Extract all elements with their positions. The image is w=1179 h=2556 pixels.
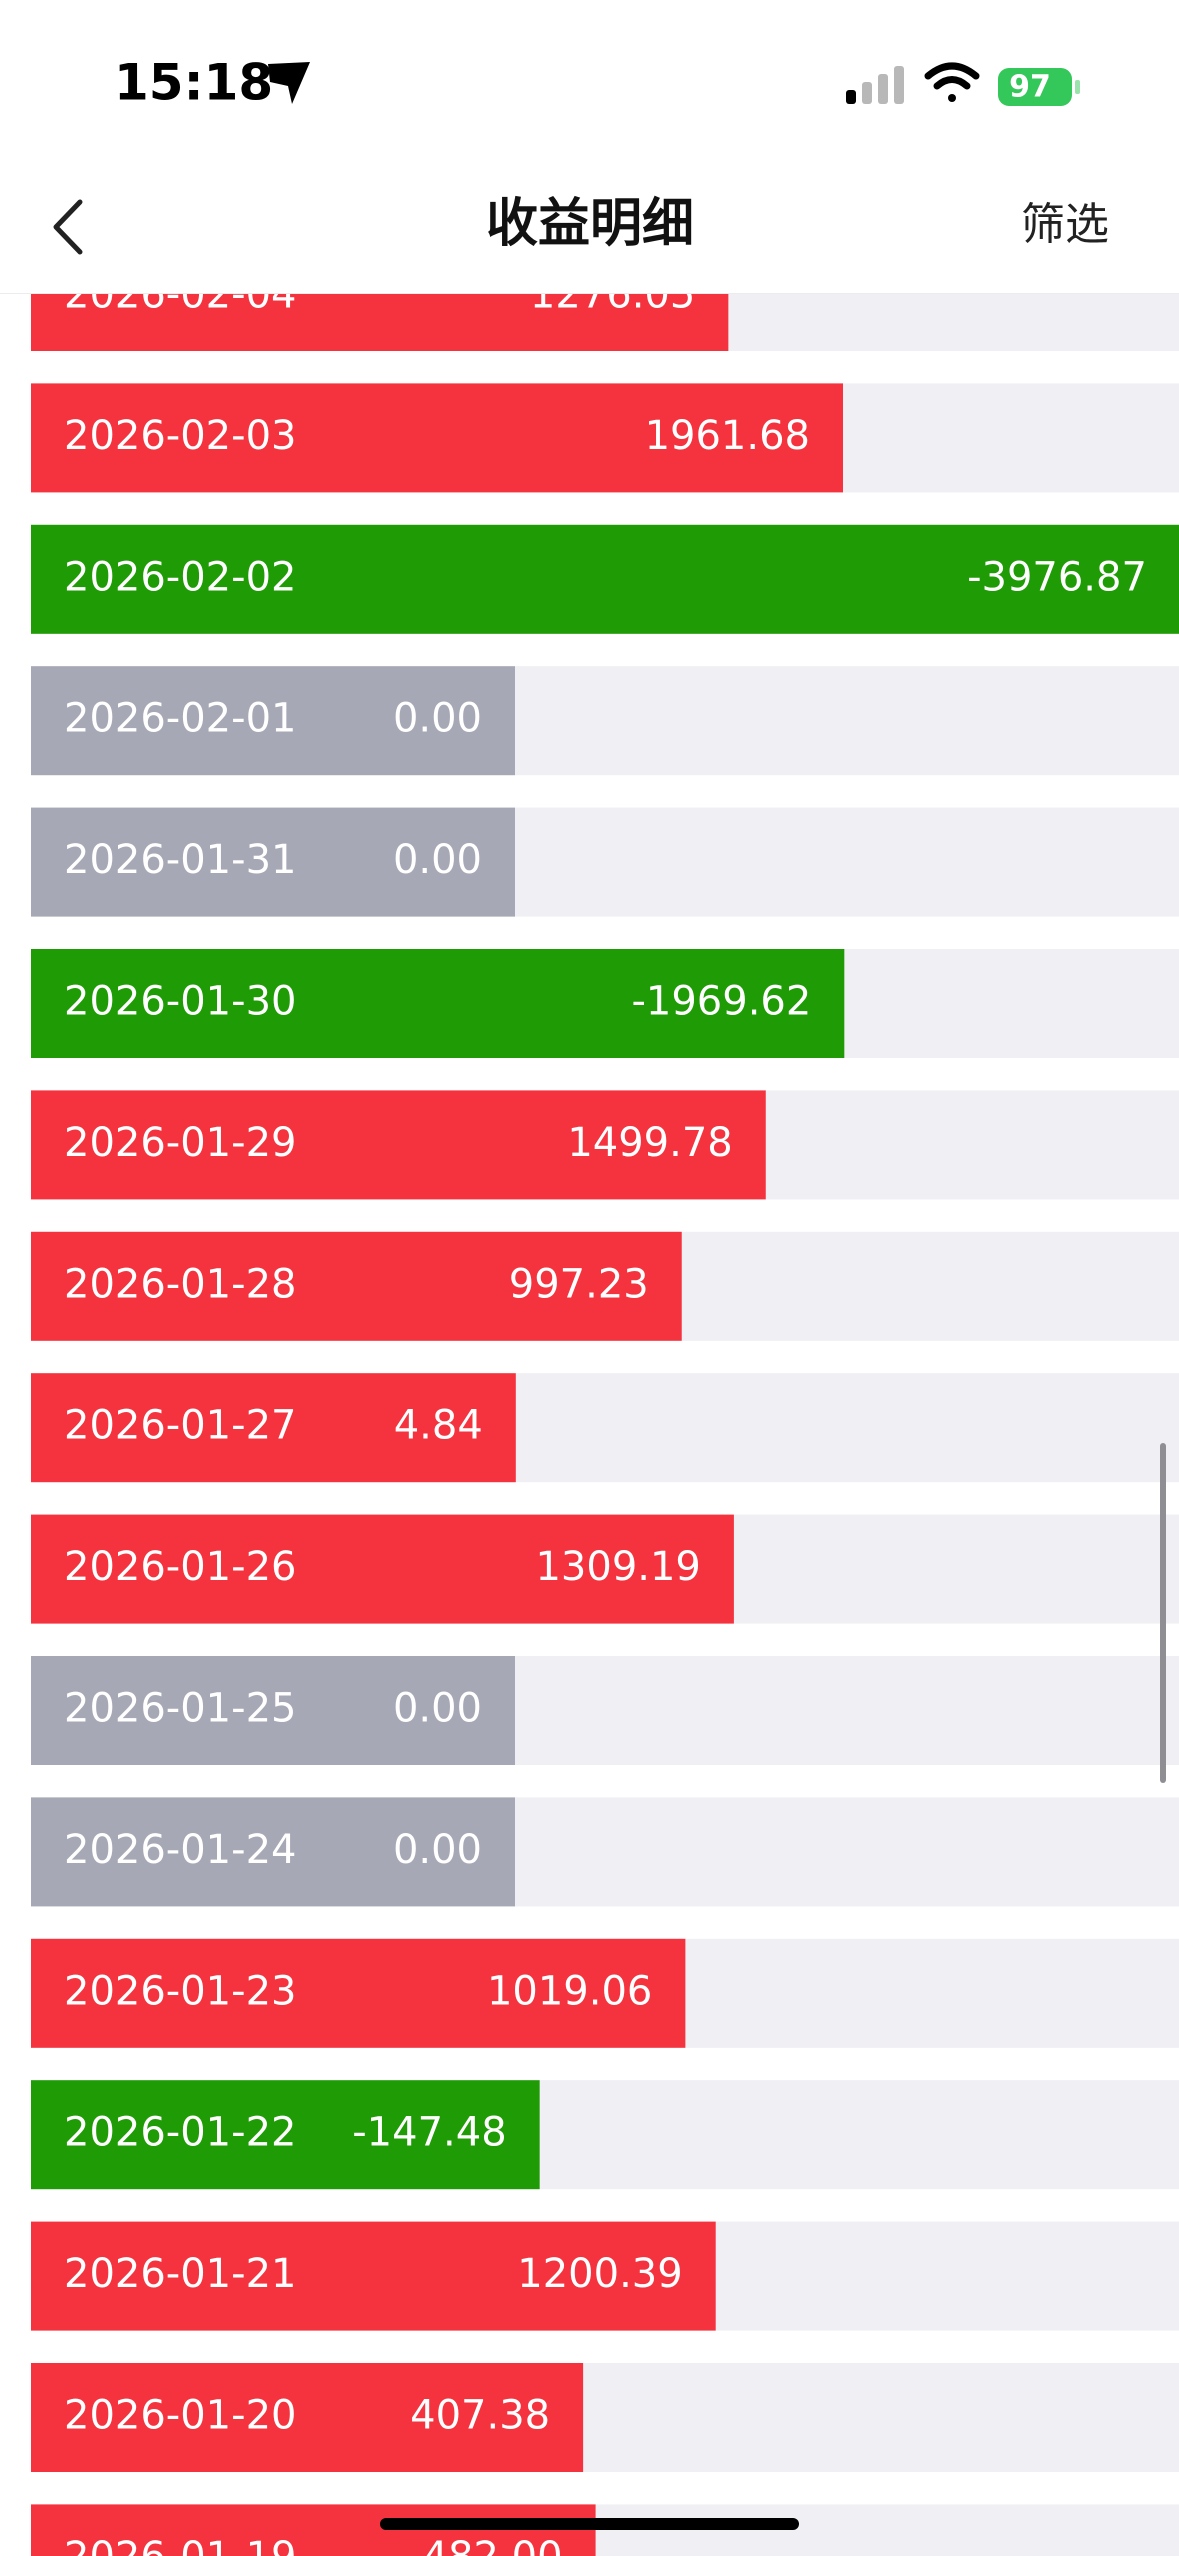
row-amount: 0.00 xyxy=(393,837,482,883)
page-title: 收益明细 xyxy=(486,194,694,254)
location-icon xyxy=(268,62,310,104)
row-date: 2026-02-02 xyxy=(64,554,296,600)
bar xyxy=(31,1514,734,1624)
row-amount: 1961.68 xyxy=(645,413,810,459)
income-row[interactable]: 2026-02-04 1276.05 xyxy=(31,242,1179,351)
row-amount: -147.48 xyxy=(352,2110,506,2156)
row-date: 2026-02-04 xyxy=(64,272,296,318)
row-amount: 1499.78 xyxy=(567,1120,732,1166)
row-date: 2026-01-31 xyxy=(64,837,296,883)
wifi-icon xyxy=(924,62,980,102)
row-amount: 1309.19 xyxy=(535,1544,700,1590)
bar xyxy=(31,2504,596,2556)
battery-cap xyxy=(1075,80,1080,94)
battery-icon xyxy=(998,68,1072,106)
income-row[interactable]: 2026-01-19 482.00 xyxy=(31,2504,1179,2556)
row-date: 2026-01-30 xyxy=(64,979,296,1025)
income-row[interactable]: 2026-01-23 1019.06 xyxy=(31,1938,1179,2048)
bar xyxy=(31,666,515,776)
row-date: 2026-01-24 xyxy=(64,1827,296,1873)
income-row[interactable]: 2026-02-02 -3976.87 xyxy=(31,524,1179,634)
row-amount: 0.00 xyxy=(393,1827,482,1873)
row-amount: 407.38 xyxy=(410,2393,550,2439)
income-row[interactable]: 2026-01-29 1499.78 xyxy=(31,1090,1179,1200)
back-button[interactable] xyxy=(53,199,83,255)
row-date: 2026-01-29 xyxy=(64,1120,296,1166)
income-row[interactable]: 2026-01-22 -147.48 xyxy=(31,2080,1179,2190)
row-date: 2026-02-01 xyxy=(64,696,296,742)
row-amount: 0.00 xyxy=(393,696,482,742)
scroll-indicator xyxy=(1160,1443,1166,1783)
row-date: 2026-01-20 xyxy=(64,2393,296,2439)
status-time: 15:18 xyxy=(114,54,273,112)
income-row[interactable]: 2026-01-31 0.00 xyxy=(31,807,1179,917)
income-row[interactable]: 2026-01-25 0.00 xyxy=(31,1656,1179,1765)
row-date: 2026-01-19 xyxy=(64,2534,296,2556)
bar xyxy=(31,1373,516,1483)
bar xyxy=(31,294,729,351)
row-date: 2026-01-25 xyxy=(64,1686,296,1732)
row-date: 2026-01-28 xyxy=(64,1261,296,1307)
row-amount: 1019.06 xyxy=(487,1968,652,2014)
battery-level: 97 xyxy=(1009,70,1051,105)
income-row[interactable]: 2026-02-01 0.00 xyxy=(31,666,1179,776)
bar xyxy=(31,1656,515,1765)
income-row[interactable]: 2026-01-28 997.23 xyxy=(31,1231,1179,1341)
row-amount: 482.00 xyxy=(423,2534,563,2556)
income-row[interactable]: 2026-01-24 0.00 xyxy=(31,1797,1179,1907)
income-row[interactable]: 2026-02-03 1961.68 xyxy=(31,383,1179,493)
row-date: 2026-02-03 xyxy=(64,413,296,459)
row-date: 2026-01-21 xyxy=(64,2251,296,2297)
income-row[interactable]: 2026-01-21 1200.39 xyxy=(31,2221,1179,2331)
row-amount: 1276.05 xyxy=(530,272,695,318)
bar xyxy=(31,383,843,493)
row-date: 2026-01-22 xyxy=(64,2110,296,2156)
income-row[interactable]: 2026-01-26 1309.19 xyxy=(31,1514,1179,1624)
row-amount: -3976.87 xyxy=(967,554,1147,600)
bar xyxy=(31,1231,682,1341)
row-amount: 0.00 xyxy=(393,1686,482,1732)
row-date: 2026-01-27 xyxy=(64,1403,296,1449)
signal-icon xyxy=(846,66,904,104)
bar xyxy=(31,524,1179,634)
row-amount: 1200.39 xyxy=(517,2251,682,2297)
row-amount: -1969.62 xyxy=(631,979,811,1025)
home-indicator xyxy=(380,2518,799,2530)
bar xyxy=(31,2221,716,2331)
row-date: 2026-01-23 xyxy=(64,1968,296,2014)
bar xyxy=(31,949,845,1058)
header-bg xyxy=(0,0,1179,294)
bar xyxy=(31,807,515,917)
bar xyxy=(31,1938,686,2048)
bar xyxy=(31,1090,766,1200)
filter-button[interactable]: 筛选 xyxy=(1021,199,1109,250)
income-row[interactable]: 2026-01-30 -1969.62 xyxy=(31,949,1179,1058)
bar xyxy=(31,1797,515,1907)
income-row[interactable]: 2026-01-27 4.84 xyxy=(31,1373,1179,1483)
bar xyxy=(31,2363,584,2472)
row-amount: 4.84 xyxy=(394,1403,483,1449)
bar xyxy=(31,2080,540,2190)
income-row[interactable]: 2026-01-20 407.38 xyxy=(31,2363,1179,2472)
row-amount: 997.23 xyxy=(509,1261,649,1307)
row-date: 2026-01-26 xyxy=(64,1544,296,1590)
